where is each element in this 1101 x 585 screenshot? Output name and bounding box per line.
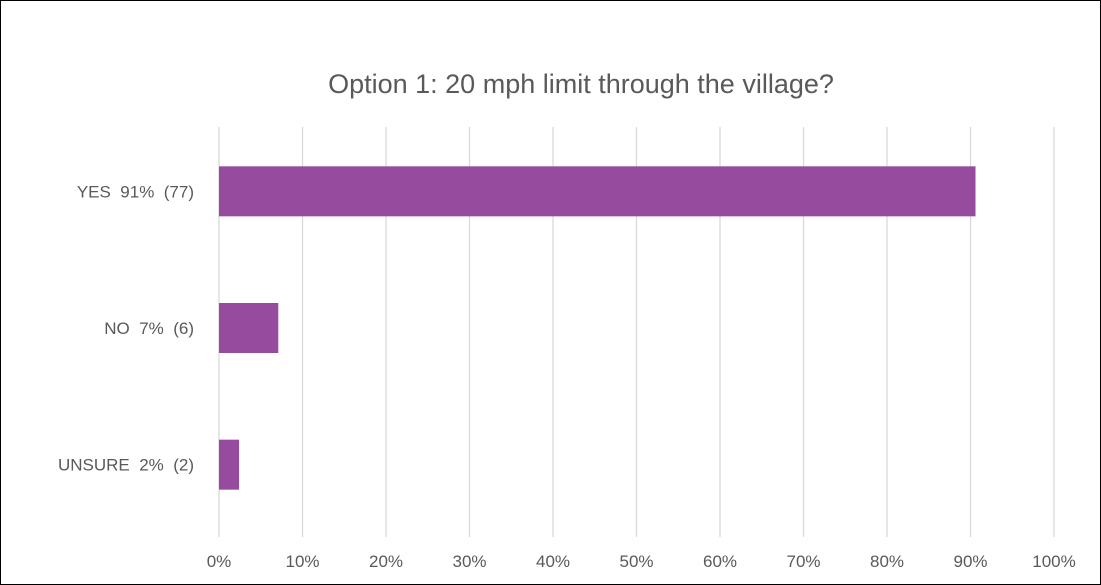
x-tick-label: 70% [786,552,820,571]
x-tick-label: 50% [619,552,653,571]
category-label: NO 7% (6) [104,319,194,338]
category-labels: YES 91% (77) NO 7% (6) UNSURE 2% (2) [58,182,194,474]
x-tick-label: 80% [870,552,904,571]
bar [219,303,279,353]
x-tick-label: 10% [285,552,319,571]
x-axis-tick-labels: 0% 10% 20% 30% 40% 50% 60% 70% 80% 90% 100% [207,552,1076,571]
bar [219,439,240,490]
x-tick-label: 40% [536,552,570,571]
bar-layer [219,166,976,490]
x-tick-label: 30% [452,552,486,571]
x-tick-label: 60% [703,552,737,571]
chart-title: Option 1: 20 mph limit through the villa… [328,69,834,99]
x-tick-label: 100% [1032,552,1075,571]
category-label: YES 91% (77) [77,182,194,201]
category-label: UNSURE 2% (2) [58,456,194,475]
x-tick-label: 0% [207,552,232,571]
x-tick-label: 20% [369,552,403,571]
x-tick-label: 90% [953,552,987,571]
bar [219,166,976,217]
